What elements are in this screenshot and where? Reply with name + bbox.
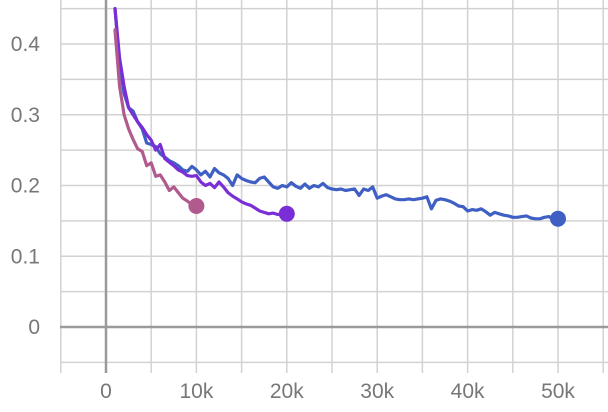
grid-major xyxy=(60,0,608,373)
y-tick-label: 0.3 xyxy=(11,104,40,127)
y-tick-label: 0.4 xyxy=(11,33,41,56)
series-endpoint-1 xyxy=(550,210,566,227)
x-tick-label: 40k xyxy=(451,380,485,403)
endpoint-layer xyxy=(188,198,566,227)
series-line-1 xyxy=(113,7,560,222)
zero-axes xyxy=(60,0,608,373)
y-tick-label: 0.1 xyxy=(11,245,40,268)
series-line-2 xyxy=(113,7,289,217)
x-tick-labels: 0 10k 20k 30k 40k 50k xyxy=(100,380,575,403)
x-tick-label: 10k xyxy=(179,380,213,403)
x-tick-label: 30k xyxy=(360,380,394,403)
y-tick-label: 0.2 xyxy=(11,175,40,198)
x-tick-label: 20k xyxy=(270,380,304,403)
series-endpoint-2 xyxy=(278,205,295,222)
series-endpoint-3 xyxy=(188,198,205,215)
y-tick-labels: 0 0.1 0.2 0.3 0.4 xyxy=(11,33,41,339)
series-line-3 xyxy=(113,28,198,208)
x-tick-label: 50k xyxy=(541,380,575,403)
x-tick-label: 0 xyxy=(100,380,112,403)
y-tick-label: 0 xyxy=(28,316,40,339)
series-layer xyxy=(113,7,560,222)
